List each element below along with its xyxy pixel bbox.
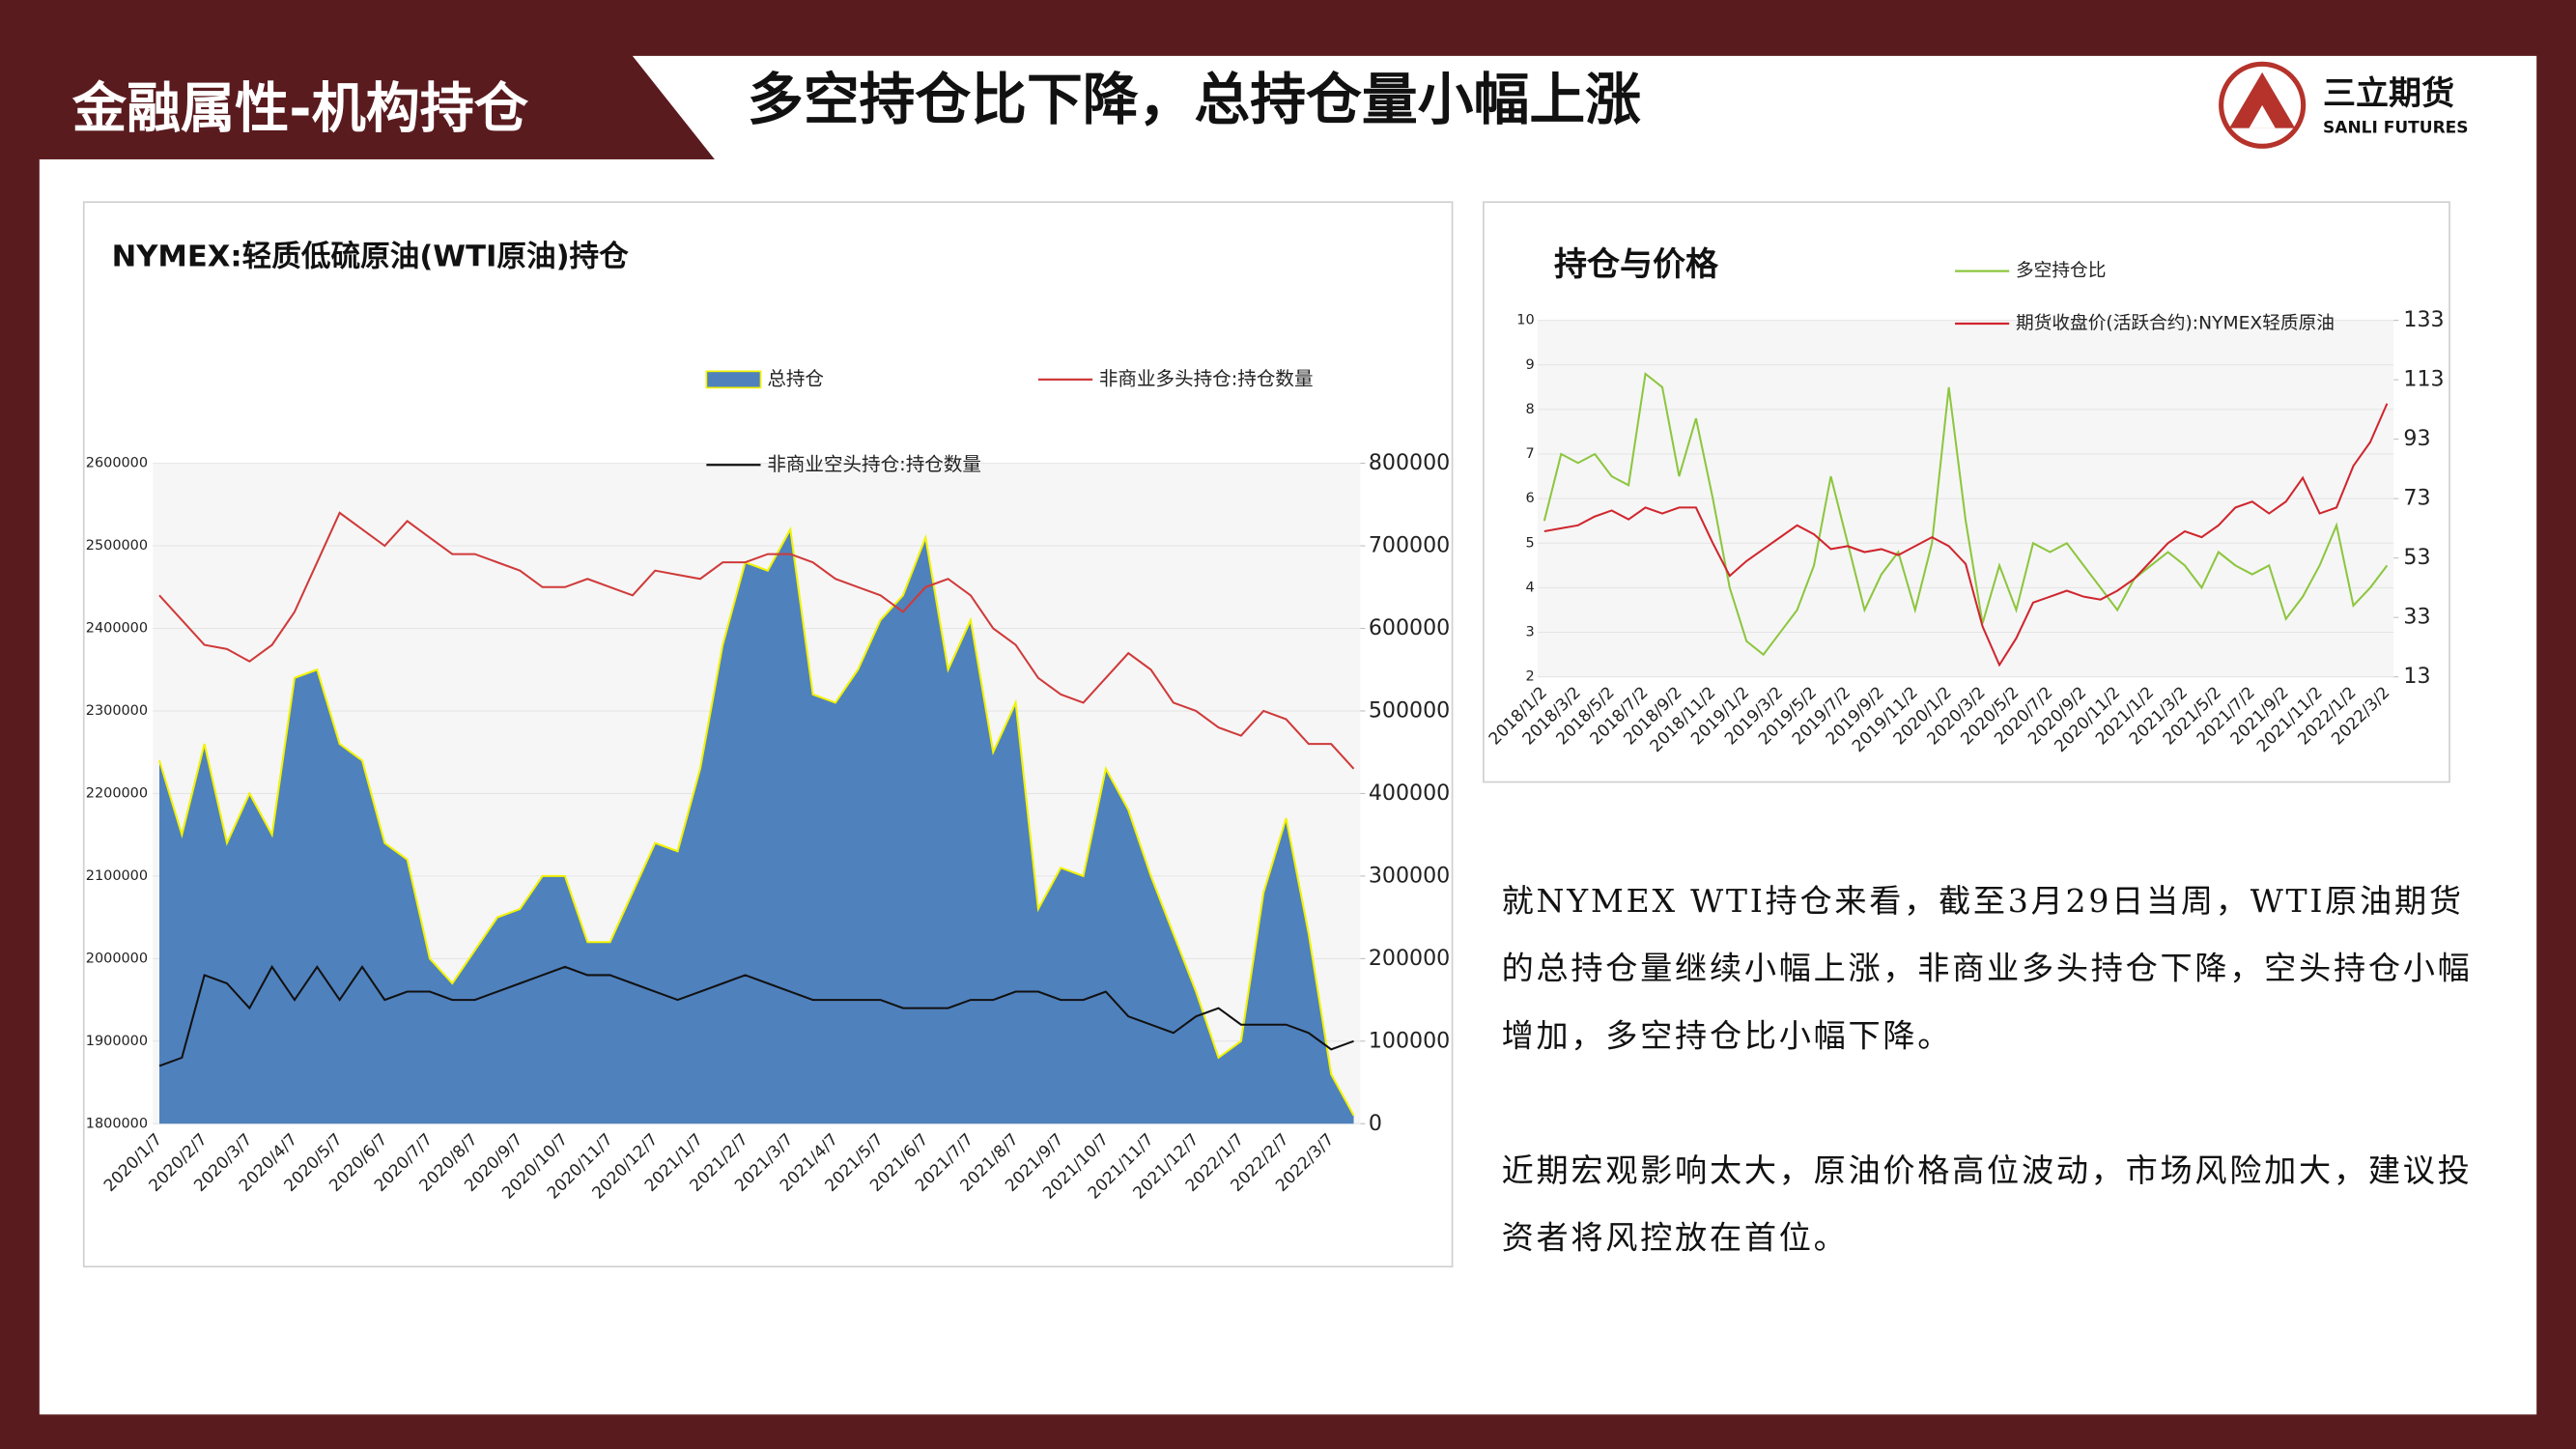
y-tick-label: 2400000 bbox=[86, 621, 148, 637]
line bbox=[1543, 403, 2389, 668]
y2-tick-label: 200000 bbox=[1369, 946, 1450, 971]
y-tick-label: 2100000 bbox=[86, 868, 148, 884]
legend-label: 总持仓 bbox=[767, 367, 824, 389]
y-tick-label: 9 bbox=[1525, 357, 1534, 373]
y-tick-label: 1800000 bbox=[86, 1116, 148, 1131]
y-tick-label: 2300000 bbox=[86, 703, 148, 719]
section-title: 金融属性-机构持仓 bbox=[71, 77, 529, 140]
y-tick-label: 2200000 bbox=[86, 785, 148, 801]
y2-tick-label: 73 bbox=[2403, 486, 2430, 511]
legend-swatch bbox=[705, 370, 762, 389]
legend-label: 非商业空头持仓:持仓数量 bbox=[767, 453, 981, 475]
y2-tick-label: 300000 bbox=[1369, 863, 1450, 888]
y-tick-label: 2600000 bbox=[86, 456, 148, 471]
paragraph: 就NYMEX WTI持仓来看，截至3月29日当周，WTI原油期货的总持仓量继续小… bbox=[1501, 882, 2473, 1055]
y-tick-label: 8 bbox=[1525, 402, 1534, 417]
y2-tick-label: 0 bbox=[1369, 1111, 1382, 1136]
chart-title: NYMEX:轻质低硫原油(WTI原油)持仓 bbox=[112, 241, 630, 274]
y-tick-label: 3 bbox=[1525, 625, 1534, 640]
y2-tick-label: 700000 bbox=[1369, 533, 1450, 558]
area-edge bbox=[158, 526, 1355, 1117]
logo-mountain bbox=[2229, 71, 2296, 128]
line bbox=[1543, 372, 2389, 657]
logo-sub: SANLI FUTURES bbox=[2323, 119, 2468, 138]
y-tick-label: 6 bbox=[1525, 491, 1534, 506]
commentary-body: 就NYMEX WTI持仓来看，截至3月29日当周，WTI原油期货的总持仓量继续小… bbox=[1502, 867, 2494, 1271]
y-tick-label: 2 bbox=[1525, 669, 1534, 685]
logo-mountain-gap bbox=[2249, 104, 2276, 128]
y2-tick-label: 600000 bbox=[1369, 615, 1450, 640]
chart-title: 持仓与价格 bbox=[1554, 245, 1719, 284]
page-title: 多空持仓比下降，总持仓量小幅上涨 bbox=[748, 67, 1641, 132]
commentary: 就NYMEX WTI持仓来看，截至3月29日当周，WTI原油期货的总持仓量继续小… bbox=[1502, 867, 2494, 1271]
legend-label: 多空持仓比 bbox=[2016, 261, 2106, 281]
logo: 三立期货 SANLI FUTURES bbox=[2219, 61, 2469, 149]
y-tick-label: 5 bbox=[1525, 535, 1534, 551]
y2-tick-label: 133 bbox=[2403, 307, 2444, 332]
y-tick-label: 2000000 bbox=[86, 951, 148, 966]
area bbox=[158, 528, 1354, 1124]
y2-tick-label: 800000 bbox=[1369, 450, 1450, 475]
logo-name: 三立期货 bbox=[2323, 74, 2454, 113]
y2-tick-label: 500000 bbox=[1369, 697, 1450, 723]
y2-tick-label: 400000 bbox=[1369, 781, 1450, 806]
line bbox=[158, 964, 1354, 1067]
y2-tick-label: 113 bbox=[2403, 367, 2444, 392]
y-tick-label: 2500000 bbox=[86, 538, 148, 554]
y-tick-label: 7 bbox=[1525, 446, 1534, 462]
y2-tick-label: 53 bbox=[2403, 545, 2430, 570]
logo-ring bbox=[2219, 61, 2307, 149]
header-band bbox=[632, 55, 2537, 159]
paragraph: 近期宏观影响太大，原油价格高位波动，市场风险加大，建议投资者将风控放在首位。 bbox=[1501, 1151, 2473, 1258]
y2-tick-label: 100000 bbox=[1369, 1028, 1450, 1053]
y-tick-label: 4 bbox=[1525, 580, 1534, 595]
y-tick-label: 1900000 bbox=[86, 1034, 148, 1049]
line bbox=[158, 511, 1355, 770]
legend-label: 非商业多头持仓:持仓数量 bbox=[1099, 367, 1314, 389]
y-tick-label: 10 bbox=[1516, 313, 1534, 328]
y2-tick-label: 33 bbox=[2403, 605, 2430, 630]
y2-tick-label: 93 bbox=[2403, 426, 2430, 451]
y2-tick-label: 13 bbox=[2403, 664, 2430, 689]
legend-label: 期货收盘价(活跃合约):NYMEX轻质原油 bbox=[2016, 314, 2335, 334]
